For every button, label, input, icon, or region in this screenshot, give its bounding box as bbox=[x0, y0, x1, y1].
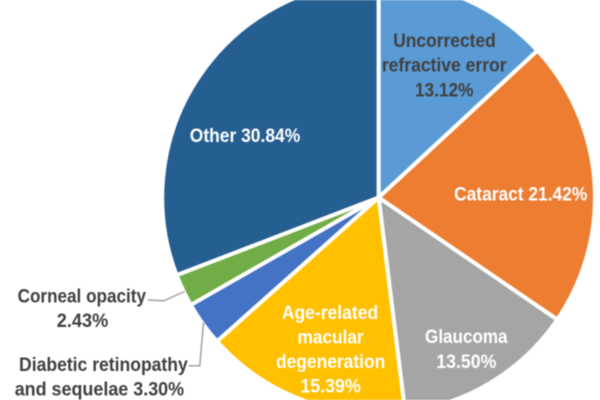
svg-text:Glaucoma: Glaucoma bbox=[425, 326, 508, 348]
svg-text:macular: macular bbox=[298, 326, 364, 348]
svg-text:15.39%: 15.39% bbox=[300, 375, 360, 397]
svg-text:and sequelae 3.30%: and sequelae 3.30% bbox=[15, 379, 184, 400]
svg-text:refractive error: refractive error bbox=[382, 54, 507, 76]
svg-text:Age-related: Age-related bbox=[282, 302, 378, 324]
svg-text:2.43%: 2.43% bbox=[57, 310, 108, 332]
svg-text:Cataract 21.42%: Cataract 21.42% bbox=[454, 184, 587, 206]
svg-text:Uncorrected: Uncorrected bbox=[393, 30, 496, 52]
svg-text:Corneal opacity: Corneal opacity bbox=[18, 285, 147, 307]
svg-text:Diabetic retinopathy: Diabetic retinopathy bbox=[19, 354, 188, 376]
svg-text:13.12%: 13.12% bbox=[415, 79, 474, 101]
svg-text:Other 30.84%: Other 30.84% bbox=[190, 125, 301, 147]
svg-text:degeneration: degeneration bbox=[276, 351, 385, 373]
svg-text:13.50%: 13.50% bbox=[436, 351, 496, 373]
